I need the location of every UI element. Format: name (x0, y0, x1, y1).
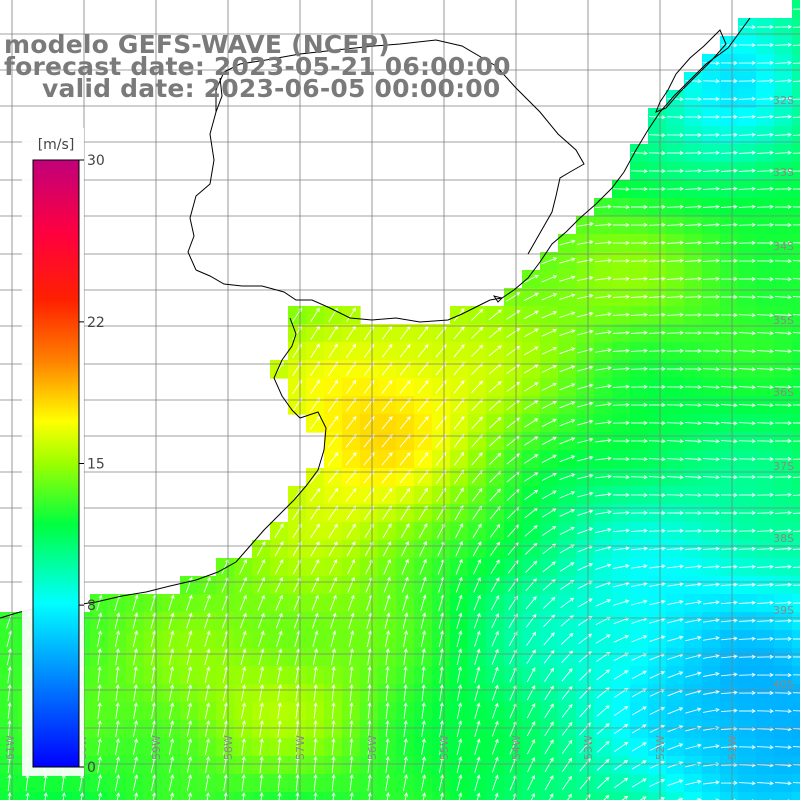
latitude-label: 35S (773, 314, 794, 327)
latitude-label: 40S (773, 678, 794, 691)
wind-speed-cell (504, 792, 523, 800)
wind-speed-cell (720, 792, 739, 800)
colorbar-tick-label: 15 (87, 457, 105, 473)
wind-speed-cell (738, 792, 757, 800)
longitude-label: 51W (726, 735, 739, 760)
colorbar-unit: [m/s] (38, 137, 75, 153)
wind-speed-cell (522, 792, 541, 800)
wind-speed-cell (702, 792, 721, 800)
colorbar-tick-label: 0 (87, 760, 96, 776)
latitude-label: 39S (773, 604, 794, 617)
colorbar-gradient (33, 160, 79, 767)
longitude-label: 57W (294, 735, 307, 760)
longitude-label: 54W (510, 735, 523, 760)
wind-speed-cell (756, 792, 775, 800)
colorbar-tick-label: 22 (87, 315, 105, 331)
colorbar-tick-label: 30 (87, 153, 105, 169)
longitude-label: 55W (438, 735, 451, 760)
longitude-label: 56W (366, 735, 379, 760)
wind-speed-cell (540, 792, 559, 800)
wind-speed-cell (576, 792, 595, 800)
latitude-label: 34S (773, 240, 794, 253)
longitude-label: 53W (582, 735, 595, 760)
latitude-label: 36S (773, 386, 794, 399)
longitude-label: 58W (222, 735, 235, 760)
longitude-label: 52W (654, 735, 667, 760)
latitude-label: 37S (773, 460, 794, 473)
wind-speed-cell (558, 792, 577, 800)
wind-speed-cell (774, 792, 793, 800)
title-line-3: valid date: 2023-06-05 00:00:00 (42, 76, 500, 101)
wind-speed-cell (792, 792, 800, 800)
longitude-label: 61W (4, 735, 17, 760)
wind-speed-cell (630, 792, 649, 800)
wind-speed-cell (594, 792, 613, 800)
latitude-label: 33S (773, 166, 794, 179)
longitude-label: 59W (150, 735, 163, 760)
latitude-label: 38S (773, 532, 794, 545)
latitude-label: 32S (773, 94, 794, 107)
colorbar-tick-label: 8 (87, 598, 96, 614)
